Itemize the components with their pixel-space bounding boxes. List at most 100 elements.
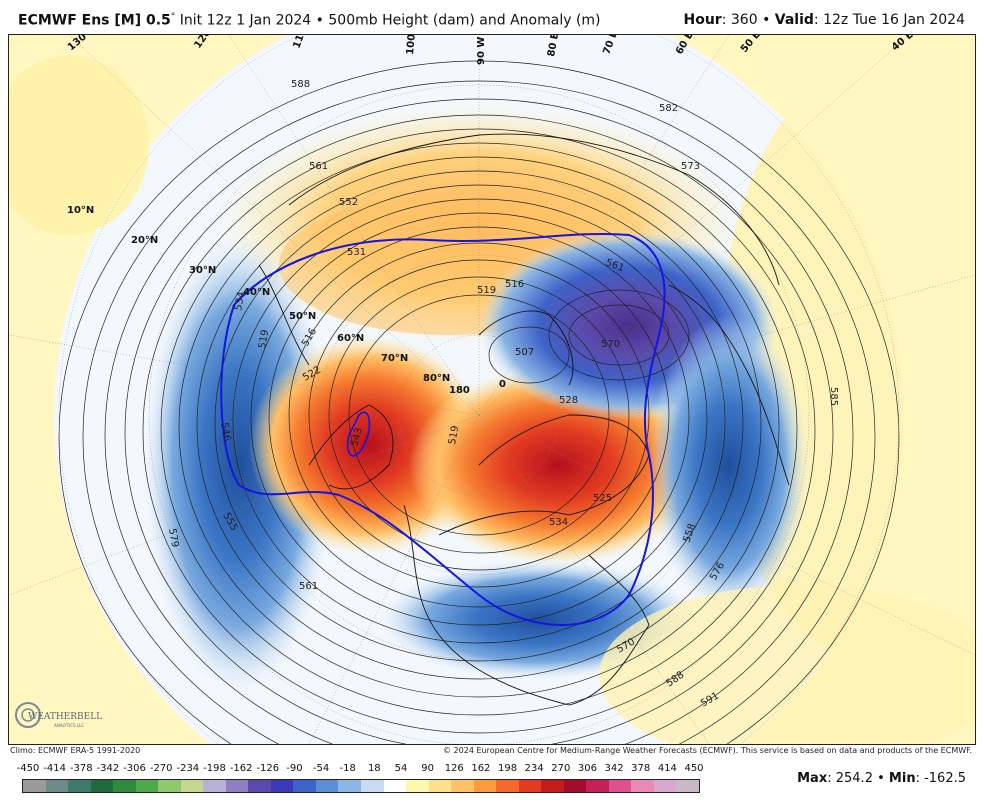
- colorbar-swatch: [225, 780, 249, 792]
- colorbar-swatch: [631, 780, 654, 792]
- contour-label: 582: [659, 103, 678, 114]
- hour-value: : 360: [721, 12, 758, 28]
- colorbar-swatch: [406, 780, 429, 792]
- contour-label: 525: [593, 493, 612, 504]
- init-time: Init 12z 1 Jan 2024: [179, 12, 312, 29]
- colorbar-tick-label: 162: [471, 763, 491, 774]
- contour-label: 570: [601, 339, 620, 350]
- colorbar-swatch: [90, 780, 114, 792]
- colorbar-swatch: [23, 780, 46, 792]
- valid-info: Hour: 360 • Valid: 12z Tue 16 Jan 2024: [683, 12, 966, 28]
- min-label: Min: [888, 771, 916, 786]
- lat-label: 60°N: [337, 333, 364, 344]
- colorbar-swatch: [158, 780, 181, 792]
- svg-text:ANALYTICS LLC: ANALYTICS LLC: [54, 723, 84, 728]
- lat-label: 70°N: [381, 353, 408, 364]
- colorbar-tick-label: -90: [286, 763, 303, 774]
- contour-label: 531: [347, 247, 366, 258]
- lat-label: 50°N: [289, 311, 316, 322]
- colorbar-tick-label: 18: [367, 763, 381, 774]
- contour-label: 552: [339, 197, 358, 208]
- field-description: 500mb Height (dam) and Anomaly (m): [328, 12, 601, 29]
- valid-value: : 12z Tue 16 Jan 2024: [813, 12, 965, 28]
- climo-credit: Climo: ECMWF ERA-5 1991-2020: [10, 746, 141, 755]
- colorbar-tick-label: -270: [149, 763, 173, 774]
- colorbar-swatch: [676, 780, 699, 792]
- blue-546-contour: [220, 232, 666, 626]
- lat-label: 80°N: [423, 373, 450, 384]
- valid-label: Valid: [774, 12, 814, 28]
- colorbar-swatch: [293, 780, 316, 792]
- min-value: : -162.5: [915, 771, 966, 786]
- colorbar-swatch: [270, 780, 294, 792]
- contour-label: 561: [309, 161, 328, 172]
- colorbar-tick-label: -54: [312, 763, 330, 774]
- lat-label: 40°N: [243, 287, 270, 298]
- contour-label: 519: [477, 285, 496, 296]
- copyright-credit: © 2024 European Centre for Medium-Range …: [443, 746, 972, 755]
- latitude-labels: 10°N 20°N 30°N 40°N 50°N 60°N 70°N 80°N: [67, 205, 450, 384]
- colorbar-tick-label: 198: [497, 763, 518, 774]
- colorbar-tick-label: 126: [444, 763, 464, 774]
- contour-label: 534: [233, 291, 247, 312]
- colorbar-swatch: [608, 780, 632, 792]
- contour-label: 507: [515, 347, 534, 358]
- colorbar-swatch: [180, 780, 204, 792]
- colorbar-swatch: [541, 780, 564, 792]
- colorbar-tick-label: -234: [176, 763, 200, 774]
- header: ECMWF Ens [M] 0.5° Init 12z 1 Jan 2024 •…: [0, 0, 984, 34]
- contour-label: 519: [257, 329, 271, 350]
- map-panel: 10°N 20°N 30°N 40°N 50°N 60°N 70°N 80°N …: [8, 34, 976, 745]
- contour-label: 528: [559, 395, 578, 406]
- lon-label: 80 E: [546, 35, 561, 58]
- colorbar-swatch: [203, 780, 226, 792]
- colorbar-tick-label: -342: [96, 763, 120, 774]
- colorbar-tick-label: -126: [256, 763, 280, 774]
- colorbar-tick-label: -198: [203, 763, 226, 774]
- colorbar-tick-label: 342: [604, 763, 624, 774]
- colorbar-swatch: [135, 780, 159, 792]
- contour-label: 561: [299, 581, 318, 592]
- colorbar-swatch: [563, 780, 587, 792]
- colorbar-swatch: [586, 780, 609, 792]
- colorbar: -450 -414 -378 -342 -306 -270 -234 -198 -162 -126…: [16, 763, 706, 803]
- colorbar-tick-label: 90: [421, 763, 434, 774]
- svg-text:WEATHERBELL: WEATHERBELL: [28, 712, 102, 722]
- colorbar-tick-label: 270: [551, 763, 571, 774]
- colorbar-tick-label: -450: [16, 763, 40, 774]
- lon-label: 100 W: [405, 35, 419, 55]
- max-min-stats: Max: 254.2 • Min: -162.5: [797, 771, 966, 786]
- colorbar-tick-label: 306: [577, 763, 597, 774]
- contour-label: 579: [166, 528, 180, 549]
- colorbar-tick-label: -378: [69, 763, 93, 774]
- colorbar-ticks: -450 -414 -378 -342 -306 -270 -234 -198 -162 -126…: [16, 763, 706, 777]
- contour-label: 546: [218, 422, 232, 443]
- colorbar-swatch: [248, 780, 271, 792]
- colorbar-swatch: [496, 780, 519, 792]
- colorbar-swatch: [113, 780, 136, 792]
- hour-label: Hour: [683, 12, 722, 28]
- colorbar-swatch: [653, 780, 677, 792]
- contour-label: 573: [681, 161, 700, 172]
- lat-label: 30°N: [189, 265, 216, 276]
- colorbar-swatch: [360, 780, 384, 792]
- colorbar-swatch: [45, 780, 69, 792]
- colorbar-tick-label: -306: [123, 763, 146, 774]
- contour-label: 519: [447, 425, 461, 446]
- lon-label: 0: [499, 379, 506, 390]
- colorbar-tick-label: 378: [631, 763, 651, 774]
- colorbar-tick-label: 234: [524, 763, 544, 774]
- graticule: [9, 35, 975, 744]
- max-label: Max: [797, 771, 828, 786]
- model-name: ECMWF Ens [M] 0.5: [18, 12, 171, 29]
- colorbar-swatch: [315, 780, 339, 792]
- colorbar-swatch: [518, 780, 542, 792]
- weatherbell-logo: WEATHERBELL ANALYTICS LLC: [14, 695, 104, 735]
- colorbar-swatch: [383, 780, 407, 792]
- lon-label: 180: [449, 385, 470, 396]
- contour-label: 585: [828, 387, 839, 406]
- colorbar-tick-label: -162: [229, 763, 253, 774]
- colorbar-swatch: [338, 780, 361, 792]
- max-value: : 254.2: [827, 771, 873, 786]
- colorbar-swatch: [451, 780, 474, 792]
